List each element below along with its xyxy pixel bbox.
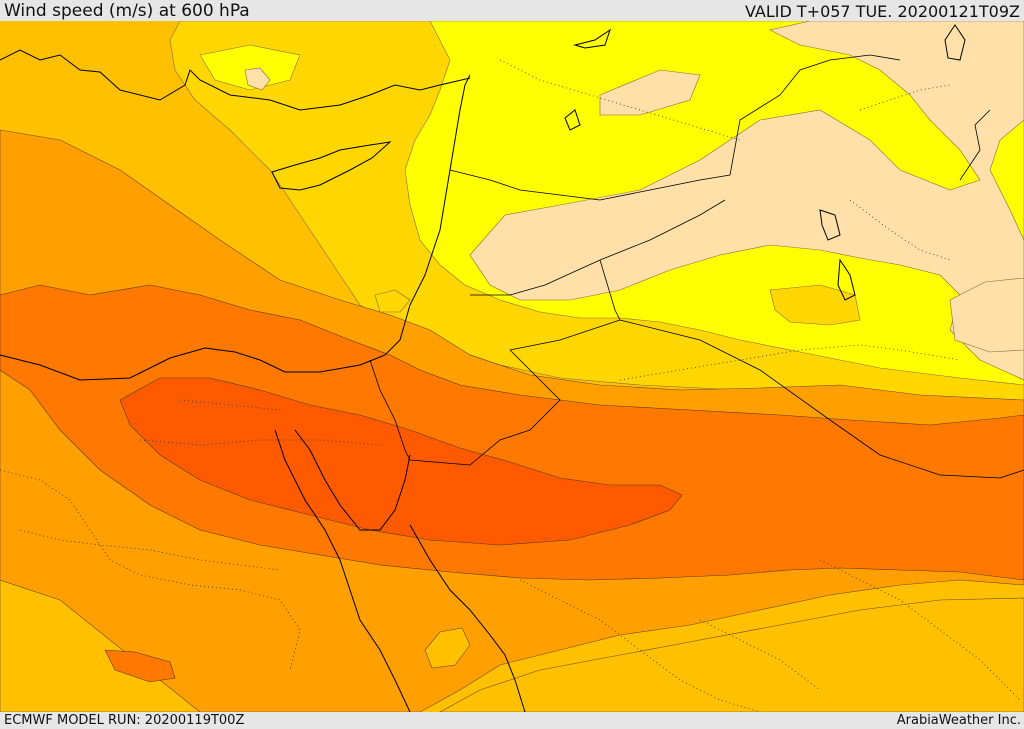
wind-speed-map [0,21,1024,712]
credit-text: ArabiaWeather Inc. [896,713,1021,728]
wind-band-light-patch [244,67,271,91]
wind-band-amber-south-east [439,597,1024,712]
wind-band-light-syria [469,21,1024,381]
footer-bar: ECMWF MODEL RUN: 20200119T00Z ArabiaWeat… [0,712,1024,729]
wind-band-red-orange [119,377,683,546]
wind-band-yellow-patch [199,44,301,91]
wind-band-light-iraq [599,69,701,116]
admin-boundaries [0,59,1021,712]
wind-band-gold-patch-2 [769,284,861,326]
wind-band-orange-patch [104,649,176,683]
header-bar: Wind speed (m/s) at 600 hPa VALID T+057 … [0,0,1024,21]
country-borders [369,54,1024,479]
wind-band-gold-patch-1 [374,289,411,313]
wind-band-amber-patch [424,627,471,669]
wind-band-light-east [949,277,1024,353]
valid-time: VALID T+057 TUE. 20200121T09Z [744,2,1020,21]
coastlines [0,24,966,712]
map-title: Wind speed (m/s) at 600 hPa [4,1,250,21]
model-run: ECMWF MODEL RUN: 20200119T00Z [4,713,245,728]
